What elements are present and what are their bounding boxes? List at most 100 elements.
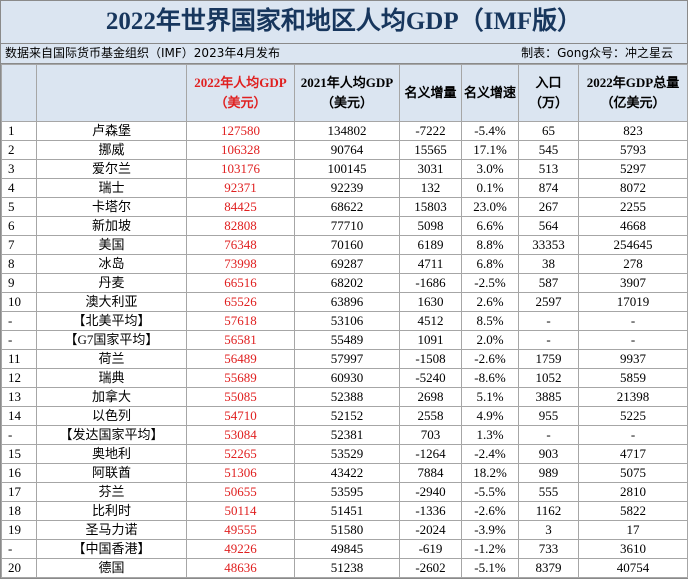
cell: 加拿大	[36, 387, 187, 407]
cell: 103176	[186, 159, 295, 179]
cell: 56489	[186, 349, 295, 369]
cell: 8072	[578, 178, 688, 198]
cell: 奥地利	[36, 444, 187, 464]
cell: 7884	[399, 463, 462, 483]
cell: -	[578, 425, 688, 445]
cell: -5.5%	[461, 482, 519, 502]
cell: 53084	[186, 425, 295, 445]
cell: 18.2%	[461, 463, 519, 483]
cell: 513	[518, 159, 579, 179]
table-row: 20 德国 48636 51238 -2602 -5.1% 8379 40754	[1, 558, 688, 578]
header-line: （美元）	[320, 95, 373, 110]
header-line: 入口	[535, 75, 562, 90]
cell: 2255	[578, 197, 688, 217]
table-row: 11 荷兰 56489 57997 -1508 -2.6% 1759 9937	[1, 349, 688, 369]
cell: 卢森堡	[36, 121, 187, 141]
cell: -	[518, 311, 579, 331]
cell: 90764	[294, 140, 400, 160]
cell: 3.0%	[461, 159, 519, 179]
table-row: 1 卢森堡 127580 134802 -7222 -5.4% 65 823	[1, 121, 688, 141]
cell: 51580	[294, 520, 400, 540]
table-row: 4 瑞士 92371 92239 132 0.1% 874 8072	[1, 178, 688, 198]
cell: 澳大利亚	[36, 292, 187, 312]
cell: 703	[399, 425, 462, 445]
cell: -2.4%	[461, 444, 519, 464]
cell: 17	[578, 520, 688, 540]
cell: 254645	[578, 235, 688, 255]
cell: 2.6%	[461, 292, 519, 312]
cell: 9937	[578, 349, 688, 369]
cell: 51451	[294, 501, 400, 521]
cell: 33353	[518, 235, 579, 255]
cell: 6.6%	[461, 216, 519, 236]
cell: 16	[1, 463, 37, 483]
cell: 3885	[518, 387, 579, 407]
cell: 8.8%	[461, 235, 519, 255]
cell: 1.3%	[461, 425, 519, 445]
table-row: 6 新加坡 82808 77710 5098 6.6% 564 4668	[1, 216, 688, 236]
cell: 爱尔兰	[36, 159, 187, 179]
table-row: 16 阿联酋 51306 43422 7884 18.2% 989 5075	[1, 463, 688, 483]
header-line: 名义增速	[463, 85, 516, 100]
cell: -	[1, 539, 37, 559]
cell: 18	[1, 501, 37, 521]
cell: 5822	[578, 501, 688, 521]
header-line: 2022年GDP总量	[586, 75, 680, 90]
column-header: 2022年GDP总量 （亿美元）	[578, 64, 688, 122]
cell: 48636	[186, 558, 295, 578]
cell: 55489	[294, 330, 400, 350]
source: 数据来自国际货币基金组织（IMF）2023年4月发布	[5, 46, 280, 60]
cell: 903	[518, 444, 579, 464]
cell: 5859	[578, 368, 688, 388]
cell: 2	[1, 140, 37, 160]
cell: 3	[1, 159, 37, 179]
cell: -	[1, 330, 37, 350]
table-row: - 【发达国家平均】 53084 52381 703 1.3% - -	[1, 425, 688, 445]
cell: -1508	[399, 349, 462, 369]
table-row: 10 澳大利亚 65526 63896 1630 2.6% 2597 17019	[1, 292, 688, 312]
cell: -5.1%	[461, 558, 519, 578]
cell: 56581	[186, 330, 295, 350]
column-header: 入口 （万）	[518, 64, 579, 122]
cell: 以色列	[36, 406, 187, 426]
title: 2022年世界国家和地区人均GDP（IMF版）	[1, 1, 687, 44]
cell: 73998	[186, 254, 295, 274]
cell: 15565	[399, 140, 462, 160]
cell: 13	[1, 387, 37, 407]
cell: -2602	[399, 558, 462, 578]
cell: 68202	[294, 273, 400, 293]
cell: 【北美平均】	[36, 311, 187, 331]
cell: 1162	[518, 501, 579, 521]
cell: 瑞典	[36, 368, 187, 388]
cell: 20	[1, 558, 37, 578]
cell: -5240	[399, 368, 462, 388]
table-row: 13 加拿大 55085 52388 2698 5.1% 3885 21398	[1, 387, 688, 407]
cell: 84425	[186, 197, 295, 217]
cell: 69287	[294, 254, 400, 274]
cell: 38	[518, 254, 579, 274]
cell: 5098	[399, 216, 462, 236]
table-row: - 【G7国家平均】 56581 55489 1091 2.0% - -	[1, 330, 688, 350]
table-row: 2 挪威 106328 90764 15565 17.1% 545 5793	[1, 140, 688, 160]
cell: 92371	[186, 178, 295, 198]
table-row: 9 丹麦 66516 68202 -1686 -2.5% 587 3907	[1, 273, 688, 293]
header-line: （美元）	[214, 95, 267, 110]
table-row: 7 美国 76348 70160 6189 8.8% 33353 254645	[1, 235, 688, 255]
cell: 989	[518, 463, 579, 483]
cell: 5225	[578, 406, 688, 426]
cell: 57618	[186, 311, 295, 331]
cell: -2.6%	[461, 501, 519, 521]
cell: 50114	[186, 501, 295, 521]
cell: 100145	[294, 159, 400, 179]
column-header	[1, 64, 37, 122]
column-header: 2022年人均GDP （美元）	[186, 64, 295, 122]
gdp-table: 2022年人均GDP （美元） 2021年人均GDP （美元） 名义增量 名义增速 入口 （万…	[1, 64, 688, 578]
cell: 【G7国家平均】	[36, 330, 187, 350]
cell: 52265	[186, 444, 295, 464]
cell: 阿联酋	[36, 463, 187, 483]
cell: 65526	[186, 292, 295, 312]
column-header: 2021年人均GDP （美元）	[294, 64, 400, 122]
cell: 92239	[294, 178, 400, 198]
cell: -7222	[399, 121, 462, 141]
cell: 564	[518, 216, 579, 236]
